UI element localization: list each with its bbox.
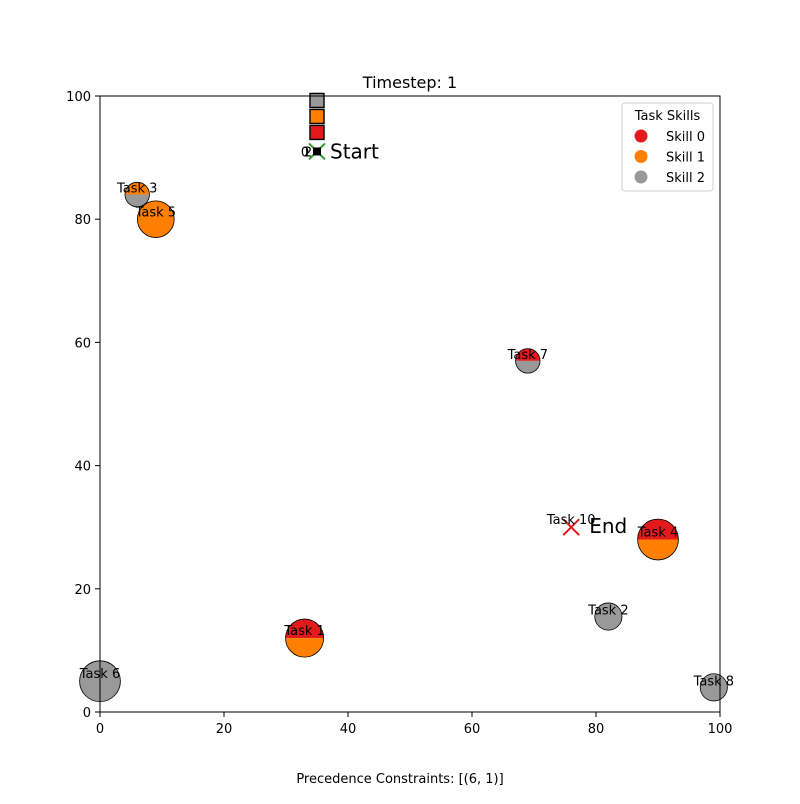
legend-swatch bbox=[634, 129, 648, 143]
task-skill-wedge bbox=[124, 194, 150, 207]
legend-swatch bbox=[634, 150, 648, 163]
x-tick-label: 40 bbox=[340, 722, 357, 737]
task-skill-wedge bbox=[637, 519, 679, 540]
legend-box bbox=[621, 102, 714, 192]
agent-skill-box bbox=[309, 92, 325, 109]
task-skill-wedge bbox=[594, 602, 623, 631]
task-marker bbox=[137, 200, 175, 238]
task-marker bbox=[699, 673, 728, 702]
task-outline bbox=[515, 348, 541, 374]
agent-id-label: 2 bbox=[304, 145, 312, 160]
task-marker bbox=[285, 618, 325, 658]
task-skill-wedge bbox=[699, 673, 728, 702]
chart-title: Timestep: 1 bbox=[362, 73, 457, 92]
x-tick-label: 20 bbox=[216, 722, 233, 737]
legend: Task Skills Skill 0 Skill 1 Skill 2 bbox=[621, 102, 714, 192]
y-tick-label: 100 bbox=[66, 90, 91, 105]
agent-skill-box bbox=[309, 124, 325, 141]
x-tick-label: 0 bbox=[96, 722, 104, 737]
task-skill-wedge bbox=[137, 200, 175, 238]
task-skill-wedge bbox=[515, 348, 541, 361]
end-task-label: Task 10 bbox=[546, 513, 596, 528]
agent-group: 012 bbox=[301, 92, 325, 160]
task-label: Task 8 bbox=[693, 674, 734, 689]
task-skill-wedge bbox=[637, 539, 679, 560]
task-marker bbox=[637, 518, 679, 561]
task-skill-wedge bbox=[285, 619, 324, 639]
start-label: Start bbox=[330, 139, 379, 163]
task-label: Task 3 bbox=[116, 182, 157, 197]
agent-skill-box bbox=[309, 108, 325, 125]
precedence-constraints-caption: Precedence Constraints: [(6, 1)] bbox=[296, 772, 503, 787]
task-outline bbox=[285, 618, 325, 658]
legend-title: Task Skills bbox=[634, 109, 701, 124]
task-label: Task 4 bbox=[637, 525, 678, 540]
y-tick-label: 60 bbox=[74, 336, 91, 351]
y-tick-label: 80 bbox=[74, 213, 91, 228]
task-marker bbox=[515, 348, 541, 374]
x-tick-label: 80 bbox=[588, 722, 605, 737]
end-cross-line bbox=[562, 518, 580, 536]
legend-entry-label: Skill 0 bbox=[666, 130, 705, 145]
task-label: Task 2 bbox=[587, 603, 628, 618]
x-tick-label: 100 bbox=[708, 722, 733, 737]
task-skill-wedge bbox=[124, 182, 150, 195]
agent-marker bbox=[313, 147, 321, 156]
task-skill-wedge bbox=[515, 360, 541, 374]
task-skill-wedge bbox=[285, 638, 324, 658]
task-outline bbox=[124, 181, 150, 208]
legend-swatch bbox=[634, 170, 648, 184]
task-label: Task 1 bbox=[283, 624, 324, 639]
agent-id-label: 1 bbox=[302, 145, 310, 160]
y-tick-label: 20 bbox=[74, 583, 91, 598]
task-label: Task 7 bbox=[507, 348, 548, 363]
agent-id-label: 0 bbox=[301, 145, 309, 160]
x-tick-label: 60 bbox=[464, 722, 481, 737]
legend-entry-label: Skill 1 bbox=[666, 151, 705, 166]
y-tick-label: 0 bbox=[83, 706, 91, 721]
legend-entry-label: Skill 2 bbox=[666, 171, 705, 186]
end-marker bbox=[562, 518, 580, 536]
axes-frame bbox=[99, 95, 721, 713]
end-label: End bbox=[589, 514, 627, 538]
y-tick-label: 40 bbox=[74, 460, 91, 475]
task-outline bbox=[637, 518, 679, 561]
task-marker bbox=[124, 181, 150, 208]
task-label: Task 5 bbox=[135, 205, 176, 220]
task-marker bbox=[594, 602, 623, 631]
